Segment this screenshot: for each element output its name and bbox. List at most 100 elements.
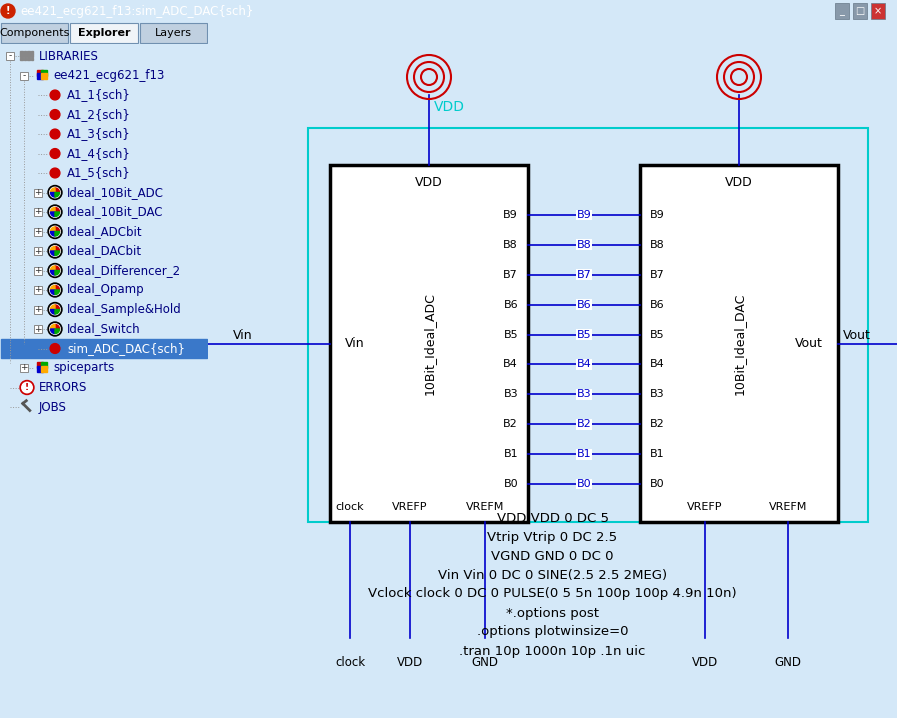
Text: +: +: [34, 305, 42, 314]
Wedge shape: [55, 227, 59, 231]
Text: +: +: [21, 363, 28, 373]
Bar: [20, 55, 22, 57]
Text: +: +: [34, 227, 42, 236]
Text: B4: B4: [503, 360, 518, 370]
Text: B9: B9: [503, 210, 518, 220]
Wedge shape: [50, 188, 55, 192]
Circle shape: [50, 90, 60, 100]
Text: Vin Vin 0 DC 0 SINE(2.5 2.5 2MEG): Vin Vin 0 DC 0 SINE(2.5 2.5 2MEG): [438, 569, 667, 582]
Text: B0: B0: [650, 479, 665, 489]
Wedge shape: [50, 286, 55, 290]
Text: VGND GND 0 DC 0: VGND GND 0 DC 0: [492, 549, 614, 562]
Text: sim_ADC_DAC{sch}: sim_ADC_DAC{sch}: [67, 342, 185, 355]
Wedge shape: [55, 251, 59, 256]
Text: VDD: VDD: [434, 100, 465, 114]
Text: B1: B1: [577, 449, 591, 459]
Bar: [20, 364, 28, 372]
Text: B0: B0: [503, 479, 518, 489]
Wedge shape: [55, 208, 59, 212]
Wedge shape: [50, 192, 55, 197]
Text: □: □: [856, 6, 865, 16]
Text: Vtrip Vtrip 0 DC 2.5: Vtrip Vtrip 0 DC 2.5: [487, 531, 617, 544]
Wedge shape: [55, 271, 59, 275]
Circle shape: [48, 225, 62, 238]
Bar: [835, 3, 849, 19]
Circle shape: [49, 246, 60, 256]
Text: ee421_ecg621_f13:sim_ADC_DAC{sch}: ee421_ecg621_f13:sim_ADC_DAC{sch}: [20, 4, 253, 17]
Bar: [34, 189, 42, 197]
Bar: [27, 57, 30, 60]
Circle shape: [50, 168, 60, 178]
Text: Vin: Vin: [233, 329, 253, 342]
Text: B7: B7: [650, 270, 665, 280]
Text: Ideal_Sample&Hold: Ideal_Sample&Hold: [67, 303, 182, 316]
Text: VDD: VDD: [415, 177, 443, 190]
Text: B8: B8: [577, 240, 591, 250]
Text: B2: B2: [577, 419, 591, 429]
Wedge shape: [50, 271, 55, 275]
Text: B4: B4: [577, 360, 591, 370]
Text: Ideal_Switch: Ideal_Switch: [67, 322, 141, 335]
Text: A1_1{sch}: A1_1{sch}: [67, 88, 131, 101]
Circle shape: [49, 304, 60, 314]
Wedge shape: [55, 231, 59, 236]
Bar: [330, 165, 528, 522]
Text: VDD VDD 0 DC 5: VDD VDD 0 DC 5: [497, 511, 608, 525]
Circle shape: [49, 324, 60, 335]
Text: ee421_ecg621_f13: ee421_ecg621_f13: [53, 69, 164, 82]
Text: B2: B2: [650, 419, 665, 429]
Wedge shape: [50, 325, 55, 329]
Text: VDD: VDD: [725, 177, 753, 190]
Text: B3: B3: [577, 389, 591, 399]
Text: Vclock clock 0 DC 0 PULSE(0 5 5n 100p 100p 4.9n 10n): Vclock clock 0 DC 0 PULSE(0 5 5n 100p 10…: [368, 587, 736, 600]
Text: 10Bit_Ideal_ADC: 10Bit_Ideal_ADC: [422, 292, 436, 395]
Wedge shape: [55, 286, 59, 290]
Bar: [34, 305, 42, 314]
Bar: [70, 23, 137, 43]
Bar: [40, 70, 47, 76]
Wedge shape: [55, 329, 59, 334]
Circle shape: [48, 244, 62, 258]
Circle shape: [49, 226, 60, 237]
Text: B4: B4: [650, 360, 665, 370]
Text: +: +: [34, 188, 42, 197]
Text: VREFP: VREFP: [392, 502, 428, 512]
Text: B5: B5: [503, 330, 518, 340]
Text: B6: B6: [503, 299, 518, 309]
Circle shape: [48, 185, 62, 200]
Text: Ideal_Opamp: Ideal_Opamp: [67, 284, 144, 297]
Bar: [34, 247, 42, 255]
Wedge shape: [50, 290, 55, 294]
Bar: [20, 51, 22, 54]
Wedge shape: [55, 266, 59, 271]
Text: Ideal_10Bit_ADC: Ideal_10Bit_ADC: [67, 186, 164, 199]
Text: +: +: [34, 266, 42, 275]
Text: clock: clock: [335, 656, 365, 669]
Text: 10Bit_Ideal_DAC: 10Bit_Ideal_DAC: [733, 292, 745, 395]
Bar: [40, 362, 47, 368]
Text: A1_3{sch}: A1_3{sch}: [67, 128, 131, 141]
Text: Ideal_10Bit_DAC: Ideal_10Bit_DAC: [67, 205, 163, 218]
Text: ERRORS: ERRORS: [39, 381, 87, 394]
Circle shape: [22, 382, 32, 393]
Circle shape: [50, 110, 60, 119]
Text: Layers: Layers: [155, 28, 192, 38]
Wedge shape: [50, 246, 55, 251]
Text: spiceparts: spiceparts: [53, 361, 114, 375]
Bar: [308, 128, 868, 522]
Text: A1_5{sch}: A1_5{sch}: [67, 167, 131, 180]
Circle shape: [49, 207, 60, 218]
Circle shape: [20, 381, 34, 394]
Circle shape: [49, 285, 60, 295]
Text: B5: B5: [650, 330, 665, 340]
Bar: [40, 73, 47, 80]
Text: !: !: [5, 6, 10, 16]
Text: B9: B9: [577, 210, 591, 220]
Text: B7: B7: [577, 270, 591, 280]
Wedge shape: [50, 251, 55, 256]
Wedge shape: [50, 329, 55, 334]
Wedge shape: [55, 192, 59, 197]
Text: B3: B3: [650, 389, 665, 399]
Text: Ideal_Differencer_2: Ideal_Differencer_2: [67, 264, 181, 277]
Wedge shape: [50, 309, 55, 314]
